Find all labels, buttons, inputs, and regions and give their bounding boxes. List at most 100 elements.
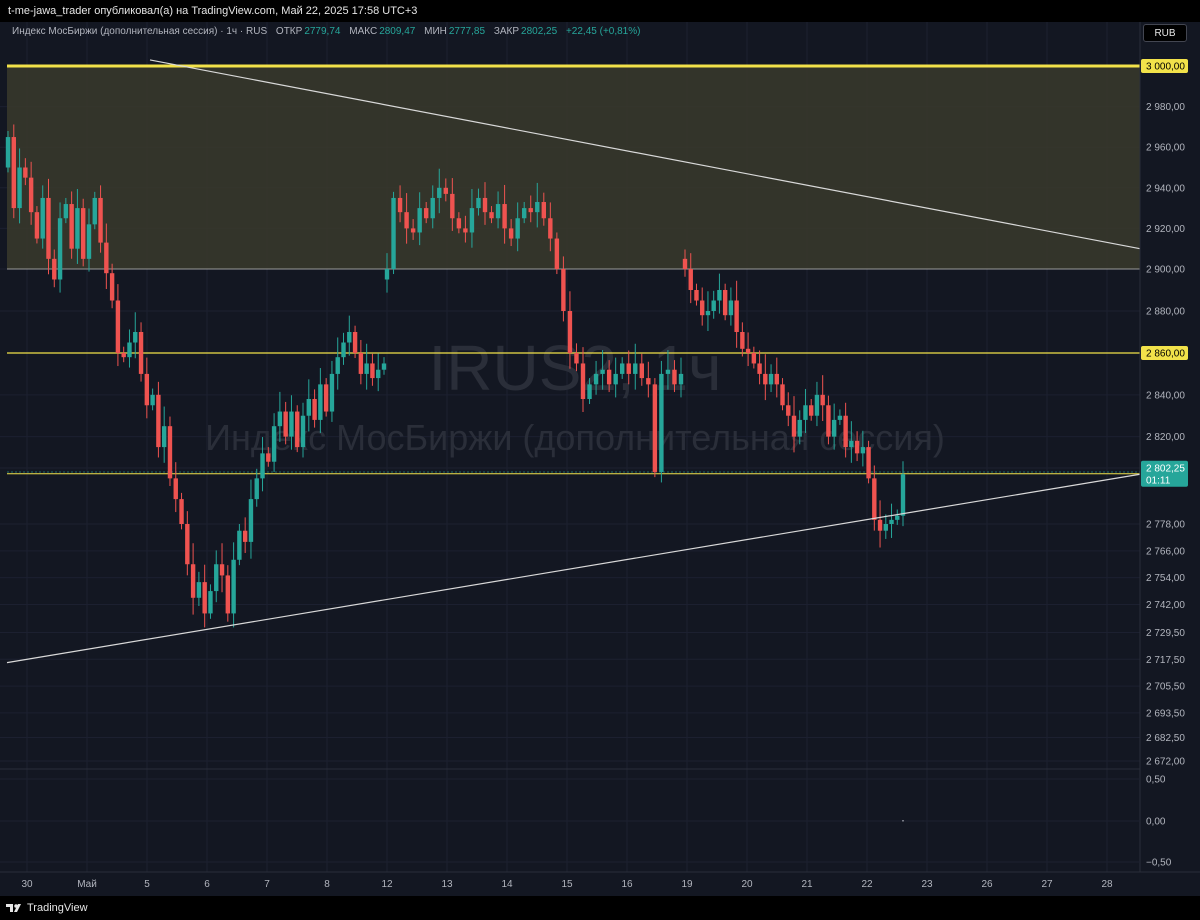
candles xyxy=(5,124,906,628)
candle xyxy=(797,410,802,445)
candle xyxy=(541,192,546,226)
time-tick-label: 6 xyxy=(204,879,210,890)
footer-bar: TradingView xyxy=(0,896,1200,920)
candle xyxy=(722,283,728,321)
osc-tick-label: 0,50 xyxy=(1146,775,1166,786)
candle xyxy=(417,192,422,246)
candle xyxy=(341,332,346,365)
time-tick-label: Май xyxy=(77,879,97,890)
candle xyxy=(208,584,213,619)
candle xyxy=(289,395,294,450)
candle xyxy=(757,350,762,385)
candle xyxy=(820,375,825,421)
candle xyxy=(872,465,877,531)
candle xyxy=(254,468,259,507)
svg-text:2 860,00: 2 860,00 xyxy=(1146,349,1185,360)
candle xyxy=(740,322,745,357)
candle xyxy=(23,158,28,186)
candle xyxy=(646,361,651,398)
candle xyxy=(52,249,57,288)
candle xyxy=(717,273,722,314)
candle xyxy=(115,284,121,367)
candle xyxy=(138,322,144,382)
watermark-symbol: IRUS2, 1ч xyxy=(429,332,722,404)
candle xyxy=(283,401,288,445)
time-tick-label: 5 xyxy=(144,879,150,890)
candle xyxy=(791,396,797,453)
candle xyxy=(443,178,448,202)
price-tick-label: 2 900,00 xyxy=(1146,265,1185,276)
legend-high-value: 2809,47 xyxy=(379,26,416,37)
candle xyxy=(231,542,236,628)
currency-button[interactable]: RUB xyxy=(1143,24,1187,42)
candle xyxy=(75,189,80,264)
time-tick-label: 13 xyxy=(441,879,453,890)
candle xyxy=(620,357,625,379)
time-tick-label: 15 xyxy=(561,879,573,890)
candle xyxy=(86,208,92,272)
svg-text:01:11: 01:11 xyxy=(1146,476,1171,487)
candle xyxy=(28,161,34,225)
price-tick-label: 2 920,00 xyxy=(1146,224,1185,235)
candle xyxy=(626,350,631,385)
candle xyxy=(489,206,494,224)
legend-symbol-name: Индекс МосБиржи (дополнительная сессия) … xyxy=(12,26,268,37)
candle xyxy=(606,360,612,393)
price-tick-label: 2 960,00 xyxy=(1146,143,1185,154)
candle xyxy=(173,462,178,513)
candle xyxy=(329,360,335,422)
candle xyxy=(347,315,352,356)
candle xyxy=(424,202,429,224)
legend-high-label: МАКС xyxy=(349,26,378,37)
candle xyxy=(854,431,860,462)
legend-low-label: МИН xyxy=(424,26,447,37)
price-tick-label: 2 742,00 xyxy=(1146,600,1185,611)
trendlines xyxy=(6,59,1141,664)
candle xyxy=(391,191,396,275)
candle xyxy=(780,378,785,411)
svg-text:3 000,00: 3 000,00 xyxy=(1146,62,1185,73)
candle xyxy=(364,343,369,390)
tradingview-logo-icon xyxy=(6,904,21,912)
candle xyxy=(109,263,115,309)
legend-low-value: 2777,85 xyxy=(448,26,486,37)
candle xyxy=(150,388,155,411)
candle xyxy=(745,332,751,367)
footer-brand: TradingView xyxy=(27,902,88,914)
candle xyxy=(567,291,573,369)
candle xyxy=(895,509,900,525)
symbol-legend: Индекс МосБиржи (дополнительная сессия) … xyxy=(12,26,640,37)
candle xyxy=(34,206,40,244)
candle xyxy=(688,253,693,304)
candle xyxy=(271,413,277,473)
horizontal-levels xyxy=(7,64,1140,475)
candle xyxy=(877,500,883,548)
candle xyxy=(705,291,711,331)
price-tick-label: 2 754,00 xyxy=(1146,573,1185,584)
price-tick-label: 2 717,50 xyxy=(1146,655,1185,666)
time-tick-label: 14 xyxy=(501,879,513,890)
candle xyxy=(127,329,132,368)
candle xyxy=(352,325,358,359)
candle xyxy=(104,223,109,289)
candle xyxy=(728,287,734,326)
legend-open-label: ОТКР xyxy=(275,26,303,37)
candle xyxy=(370,353,375,386)
publisher-bar: t-me-jawa_trader опубликовал(а) на Tradi… xyxy=(0,0,1200,22)
candle xyxy=(17,148,22,224)
price-axis[interactable]: 2 980,00 2 960,00 2 940,00 2 920,00 2 900,00… xyxy=(1139,22,1200,872)
candle xyxy=(185,511,190,576)
time-tick-label: 27 xyxy=(1041,879,1053,890)
candle xyxy=(678,357,684,398)
time-axis[interactable]: 30 Май 5 6 7 8 12 13 14 15 16 19 20 21 22 23 26 27 28 xyxy=(0,871,1200,890)
candle xyxy=(456,212,462,234)
candle xyxy=(437,168,442,214)
candle xyxy=(751,346,757,369)
candle xyxy=(450,178,455,231)
price-tick-label: 2 820,00 xyxy=(1146,432,1185,443)
time-tick-label: 7 xyxy=(264,879,270,890)
candle xyxy=(92,191,97,230)
candle xyxy=(63,197,69,224)
